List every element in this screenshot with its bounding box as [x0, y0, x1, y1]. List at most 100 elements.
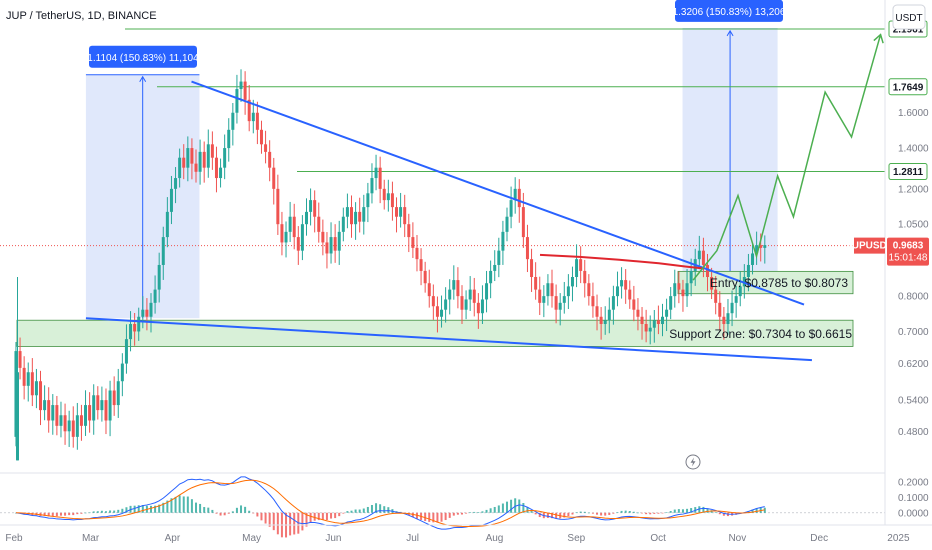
macd-histogram-bar: [141, 505, 144, 513]
macd-histogram-bar: [587, 512, 590, 514]
macd-histogram-bar: [546, 512, 549, 518]
currency-button[interactable]: USDT: [892, 4, 926, 30]
macd-histogram-bar: [608, 512, 611, 515]
time-axis-label: Nov: [728, 533, 746, 544]
macd-histogram-bar: [252, 512, 255, 514]
candle-down: [39, 381, 43, 411]
macd-histogram-bar: [411, 512, 414, 518]
candle-up: [485, 283, 489, 300]
macd-histogram-bar: [227, 512, 230, 514]
candle-up: [468, 289, 472, 300]
macd-histogram-bar: [260, 512, 263, 521]
macd-histogram-bar: [518, 499, 521, 513]
target-lines: [125, 28, 885, 173]
candle-up: [227, 129, 231, 149]
macd-histogram-bar: [334, 512, 337, 519]
candle-down: [427, 283, 431, 297]
measurement-label: 1.1104 (150.83%) 11,104: [87, 53, 199, 64]
target-tag-box: [888, 78, 928, 96]
countdown-value: 15:01:48: [889, 253, 928, 264]
candle-up: [157, 264, 161, 290]
macd-histogram-bar: [203, 507, 206, 513]
macd-histogram-bar: [170, 498, 173, 513]
macd-pane: [0, 476, 885, 538]
macd-histogram-bar: [424, 512, 427, 522]
macd-axis-label: 0.1000: [898, 493, 929, 504]
macd-histogram-bar: [235, 507, 238, 513]
macd-histogram-bar: [583, 511, 586, 513]
price-axis-label: 0.8000: [898, 292, 929, 303]
candle-down: [411, 237, 415, 248]
zones: [16, 270, 854, 347]
macd-histogram-bar: [686, 508, 689, 513]
macd-histogram-bar: [628, 510, 631, 513]
candle-up: [726, 313, 730, 325]
macd-histogram-bar: [76, 512, 79, 515]
time-axis-label: Jun: [325, 533, 341, 544]
candle-down: [390, 193, 394, 208]
macd-histogram-bar: [575, 512, 578, 513]
macd-histogram-bar: [346, 511, 349, 513]
candle-up: [309, 200, 313, 212]
macd-histogram-bar: [276, 512, 279, 535]
time-axis-label: Jul: [406, 533, 419, 544]
candle-up: [354, 211, 358, 225]
candle-up: [399, 207, 403, 217]
macd-histogram-bar: [534, 512, 537, 515]
macd-histogram-bar: [563, 512, 566, 518]
macd-histogram-bar: [223, 512, 226, 516]
macd-histogram-bar: [325, 512, 328, 521]
macd-histogram-bar: [677, 509, 680, 513]
candle-up: [300, 224, 304, 251]
price-axis[interactable]: 1.6000 1.4000 1.2000 1.0500 0.8000 0.7000 0.62…: [898, 108, 929, 438]
candle-up: [452, 280, 456, 290]
macd-histogram-bar: [109, 510, 112, 513]
candles: [14, 69, 767, 461]
current-price-box: [887, 237, 929, 266]
measurement-label: 1.3206 (150.83%) 13,206: [673, 7, 786, 18]
candle-down: [214, 157, 218, 179]
symbol-tag-label: JUPUSDT: [846, 241, 893, 252]
macd-histogram-bar: [47, 512, 50, 517]
macd-histogram-bar: [330, 512, 333, 519]
candle-up: [509, 200, 513, 217]
candle-up: [501, 231, 505, 251]
macd-histogram-bar: [690, 508, 693, 513]
candle-up: [440, 309, 444, 317]
candle-up: [124, 339, 128, 364]
candle-up: [746, 264, 750, 277]
candle-up: [329, 237, 333, 254]
macd-histogram-bar: [636, 512, 639, 514]
candle-down: [681, 289, 685, 297]
candle-down: [530, 259, 534, 277]
macd-histogram-bar: [190, 499, 193, 513]
candle-down: [435, 306, 439, 317]
macd-histogram-bar: [55, 512, 58, 517]
candle-down: [636, 309, 640, 317]
candle-up: [137, 316, 141, 332]
candle-down: [759, 245, 763, 248]
macd-histogram-bar: [137, 505, 140, 513]
lightning-icon[interactable]: [685, 454, 701, 470]
candle-up: [652, 320, 656, 328]
macd-histogram-bar: [567, 512, 570, 517]
chart-title: JUP / TetherUS, 1D, BINANCE: [6, 10, 157, 22]
candle-up: [755, 245, 759, 254]
macd-histogram-bar: [379, 504, 382, 513]
macd-histogram-bar: [620, 510, 623, 513]
macd-axis-label: 0.0000: [898, 508, 929, 519]
macd-histogram-bar: [456, 512, 459, 515]
time-axis[interactable]: Feb Mar Apr May Jun Jul Aug Sep Oct Nov Dec 2025: [5, 533, 910, 544]
macd-histogram-bar: [244, 506, 247, 513]
price-axis-label: 0.4800: [898, 427, 929, 438]
candle-down: [554, 296, 558, 310]
candle-up: [288, 216, 292, 232]
candle-down: [382, 188, 386, 201]
time-axis-label: Mar: [82, 533, 100, 544]
macd-histogram-bar: [375, 503, 378, 513]
macd-histogram-bar: [84, 512, 87, 514]
macd-axis-label: 0.2000: [898, 478, 929, 489]
price-axis-label: 0.5400: [898, 396, 929, 407]
